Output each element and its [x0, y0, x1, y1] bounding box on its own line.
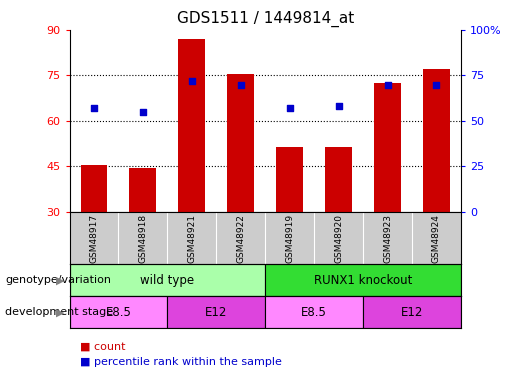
Text: GSM48923: GSM48923 [383, 214, 392, 262]
Text: ■ count: ■ count [80, 342, 125, 352]
Text: E8.5: E8.5 [106, 306, 131, 319]
Bar [276, 147, 303, 212]
Title: GDS1511 / 1449814_at: GDS1511 / 1449814_at [177, 11, 354, 27]
Text: genotype/variation: genotype/variation [5, 275, 111, 285]
Point [335, 104, 343, 110]
Point [90, 105, 98, 111]
Bar [129, 168, 157, 212]
Text: wild type: wild type [140, 274, 195, 287]
Bar [80, 165, 108, 212]
Point [139, 109, 147, 115]
Point [383, 82, 391, 88]
Text: E12: E12 [401, 306, 423, 319]
Bar [363, 296, 461, 328]
Bar [265, 264, 461, 296]
Text: ▶: ▶ [56, 307, 64, 317]
Text: GSM48924: GSM48924 [432, 214, 441, 262]
Bar [178, 39, 205, 212]
Text: RUNX1 knockout: RUNX1 knockout [314, 274, 413, 287]
Text: GSM48918: GSM48918 [139, 214, 147, 262]
Text: ▶: ▶ [56, 275, 64, 285]
Bar [70, 264, 265, 296]
Bar [70, 296, 167, 328]
Point [432, 82, 440, 88]
Text: E12: E12 [205, 306, 228, 319]
Text: GSM48921: GSM48921 [187, 214, 196, 262]
Text: GSM48917: GSM48917 [90, 214, 98, 262]
Bar [227, 74, 254, 212]
Bar [423, 69, 450, 212]
Text: development stage: development stage [5, 307, 113, 317]
Text: GSM48920: GSM48920 [334, 214, 343, 262]
Text: E8.5: E8.5 [301, 306, 327, 319]
Bar [325, 147, 352, 212]
Bar [265, 296, 363, 328]
Bar [167, 296, 265, 328]
Text: GSM48922: GSM48922 [236, 214, 245, 262]
Text: GSM48919: GSM48919 [285, 214, 294, 262]
Point [187, 78, 196, 84]
Point [285, 105, 294, 111]
Text: ■ percentile rank within the sample: ■ percentile rank within the sample [80, 357, 282, 367]
Bar [374, 83, 401, 212]
Point [236, 82, 245, 88]
